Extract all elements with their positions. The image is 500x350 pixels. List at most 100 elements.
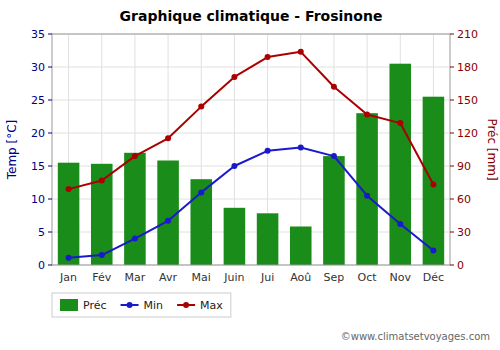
point xyxy=(231,74,237,80)
axis-label-y: Temp [°C] xyxy=(5,120,19,181)
tick-label-y2: 210 xyxy=(457,28,478,41)
tick-label-x: Oct xyxy=(358,271,378,284)
tick-y xyxy=(48,100,52,101)
tick-label-y2: 90 xyxy=(457,160,471,173)
tick-y xyxy=(48,67,52,68)
tick-y xyxy=(48,265,52,266)
point xyxy=(298,49,304,55)
grid xyxy=(52,34,450,265)
tick-label-y: 30 xyxy=(31,61,45,74)
bar xyxy=(190,179,212,265)
tick-label-y: 0 xyxy=(38,259,45,272)
bar xyxy=(290,227,312,266)
legend-marker xyxy=(127,302,133,308)
point xyxy=(99,178,105,184)
tick-label-y2: 60 xyxy=(457,193,471,206)
tick-y xyxy=(48,34,52,35)
tick-y2 xyxy=(450,166,454,167)
tick-label-y2: 180 xyxy=(457,61,478,74)
tick-label-x: Déc xyxy=(423,271,444,284)
title: Graphique climatique - Frosinone xyxy=(120,8,383,24)
tick-y xyxy=(48,232,52,233)
point xyxy=(66,186,72,192)
bar xyxy=(124,153,146,265)
axis-label-y2: Préc [mm] xyxy=(485,118,499,180)
bar xyxy=(423,97,445,265)
tick-label-y2: 0 xyxy=(457,259,464,272)
page: {"chart_data": { "type": "bar", "title":… xyxy=(0,0,500,350)
point xyxy=(331,153,337,159)
legend-marker xyxy=(183,302,189,308)
tick-label-x: Aoû xyxy=(290,271,311,284)
tick-label-y: 20 xyxy=(31,127,45,140)
bar xyxy=(257,213,279,265)
point xyxy=(165,135,171,141)
plot-data xyxy=(58,49,444,265)
chart-svg: 0 5 10 15 20 25 30 35 0 30 60 90 120 150 180 210 Jan Fév M… xyxy=(0,0,500,350)
point xyxy=(165,218,171,224)
tick-y xyxy=(48,133,52,134)
legend: Préc Min Max xyxy=(52,293,231,317)
tick-label-x: Juin xyxy=(223,271,244,284)
point xyxy=(132,236,138,242)
point xyxy=(331,84,337,90)
tick-label-y: 5 xyxy=(38,226,45,239)
bar xyxy=(224,208,246,265)
bar xyxy=(58,163,80,265)
bar xyxy=(356,113,378,265)
point xyxy=(298,145,304,151)
point xyxy=(430,181,436,187)
tick-label-y: 10 xyxy=(31,193,45,206)
legend-box xyxy=(52,293,231,317)
tick-y2 xyxy=(450,232,454,233)
tick-label-x: Avr xyxy=(159,271,177,284)
annotation: ©www.climatsetvoyages.com xyxy=(341,331,490,342)
point xyxy=(397,120,403,126)
tick-y xyxy=(48,166,52,167)
tick-label-x: Jan xyxy=(59,271,77,284)
tick-label-x: Nov xyxy=(390,271,412,284)
chart-container: 0 5 10 15 20 25 30 35 0 30 60 90 120 150 180 210 Jan Fév M… xyxy=(0,0,500,350)
tick-y2 xyxy=(450,133,454,134)
tick-label-x: Jui xyxy=(260,271,274,284)
tick-label-x: Mar xyxy=(125,271,146,284)
bar xyxy=(323,156,345,265)
plot-frame xyxy=(52,34,450,265)
bar xyxy=(91,164,113,265)
tick-label-y2: 150 xyxy=(457,94,478,107)
point xyxy=(397,221,403,227)
tick-label-y: 25 xyxy=(31,94,45,107)
tick-label-y: 35 xyxy=(31,28,45,41)
point xyxy=(198,189,204,195)
tick-y2 xyxy=(450,67,454,68)
tick-label-y: 15 xyxy=(31,160,45,173)
tick-y xyxy=(48,199,52,200)
point xyxy=(198,104,204,110)
bar xyxy=(389,64,411,265)
tick-y2 xyxy=(450,100,454,101)
tick-y2 xyxy=(450,34,454,35)
point xyxy=(265,54,271,60)
bar xyxy=(157,161,179,266)
tick-label-x: Fév xyxy=(92,271,111,284)
point xyxy=(430,247,436,253)
point xyxy=(231,163,237,169)
point xyxy=(99,252,105,258)
legend-swatch xyxy=(60,299,78,311)
legend-label: Max xyxy=(200,299,223,312)
tick-label-y2: 120 xyxy=(457,127,478,140)
point xyxy=(66,255,72,261)
point xyxy=(364,193,370,199)
point xyxy=(132,153,138,159)
tick-label-x: Sep xyxy=(324,271,345,284)
tick-y2 xyxy=(450,265,454,266)
axes: 0 5 10 15 20 25 30 35 0 30 60 90 120 150 180 210 Jan Fév M… xyxy=(31,28,478,284)
point xyxy=(364,112,370,118)
line xyxy=(69,52,434,189)
point xyxy=(265,148,271,154)
legend-label: Préc xyxy=(83,299,107,312)
tick-y2 xyxy=(450,199,454,200)
tick-label-y2: 30 xyxy=(457,226,471,239)
tick-label-x: Mai xyxy=(192,271,211,284)
legend-label: Min xyxy=(144,299,164,312)
